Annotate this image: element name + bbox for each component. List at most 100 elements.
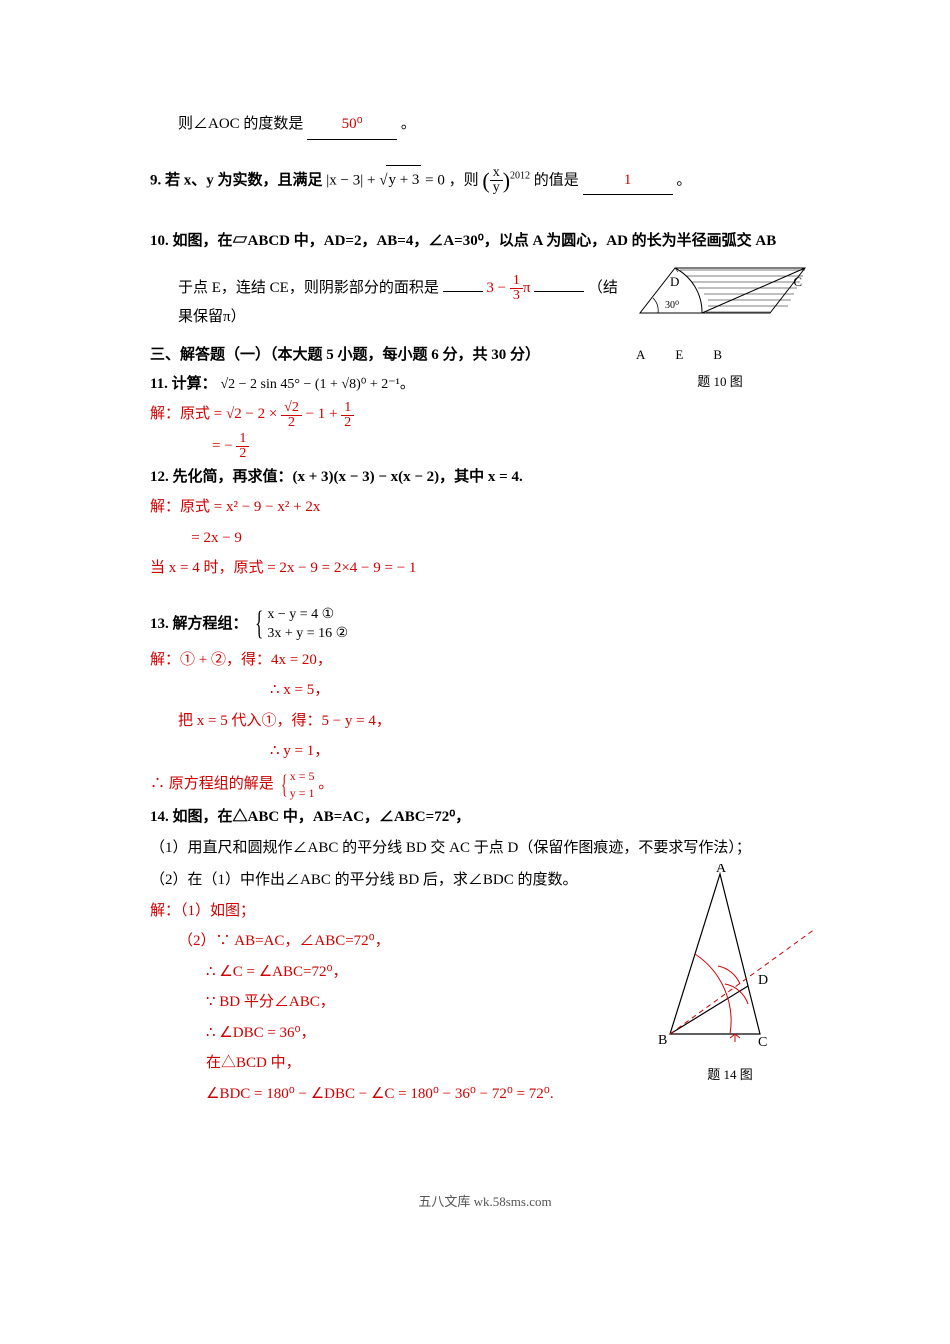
q13: 13. 解方程组： { x − y = 4 ① 3x + y = 16 ② [150,605,820,644]
q8-tail: 则∠AOC 的度数是 50⁰ 。 [150,110,820,140]
q9-tail: 的值是 [534,172,579,188]
fig10-caption: 题 10 图 [620,370,820,395]
footer: 五八文库 wk.58sms.com [150,1190,820,1215]
q12-s1: 解：原式 = x² − 9 − x² + 2x [150,493,820,522]
fig10-B: B [713,343,722,368]
q9-xy-frac: x y [490,166,503,195]
sec3-title: 三、解答题（一）（本大题 5 小题，每小题 6 分，共 30 分） [150,341,620,370]
q11-f1n: √2 [281,401,302,416]
q11-f3n: 1 [236,432,249,447]
q9-abs: |x − 3| + √ [326,172,387,188]
q11-f1d: 2 [281,416,302,430]
q10-ans: 3 − 1 3 π [486,280,534,296]
q11-sol-l2: = − 1 2 [150,432,820,461]
q14-s5: 在△BCD 中， [150,1049,610,1078]
q14-s6: ∠BDC = 180⁰ − ∠DBC − ∠C = 180⁰ − 36⁰ − 7… [150,1080,610,1109]
q11-f3d: 2 [236,447,249,461]
q12-s3: 当 x = 4 时，原式 = 2x − 9 = 2×4 − 9 = − 1 [150,554,820,583]
q11-period: 。 [400,376,415,392]
q11-frac2: 1 2 [341,401,354,430]
q11-sol: 解：原式 = √2 − 2 × √2 2 − 1 + 1 2 [150,400,820,429]
brace-icon: { [255,609,263,640]
q11-expr: √2 − 2 sin 45° − (1 + √8)⁰ + 2⁻¹ [220,377,399,392]
fig14-D: D [758,973,768,988]
q13-s4: ∴ y = 1， [150,737,820,766]
q9-frac-den: y [490,181,503,195]
q14-s3: ∵ BD 平分∠ABC， [150,988,610,1017]
q13-s5-2: y = 1 [290,785,315,802]
q9-eq0: = 0 [421,172,444,188]
fig10-C: C [793,270,802,295]
q14-p2: （2）在（1）中作出∠ABC 的平分线 BD 后，求∠BDC 的度数。 [150,866,610,895]
q9-frac-num: x [490,166,503,181]
q14-s2: ∴ ∠C = ∠ABC=72⁰， [150,958,610,987]
q10-l2a: 于点 E，连结 CE，则阴影部分的面积是 [178,280,439,296]
q8-period: 。 [401,116,416,132]
q10-ans-frac: 1 3 [510,274,523,303]
q13-s2: ∴ x = 5， [150,676,820,705]
q14-s1: （2）∵ AB=AC，∠ABC=72⁰， [150,927,610,956]
q9-rad: y + 3 [386,165,421,195]
q10-l1: 10. 如图，在▱ABCD 中，AD=2，AB=4，∠A=30⁰，以点 A 为圆… [150,233,776,249]
figure-14: A B C D 题 14 图 [640,864,820,1087]
q13-sys1: x − y = 4 ① [267,605,348,625]
q13-s5: ∴ 原方程组的解是 { x = 5 y = 1 。 [150,768,820,802]
q13-system: x − y = 4 ① 3x + y = 16 ② [267,605,348,644]
figure-10: 30⁰ D C A E B 题 10 图 [620,258,820,395]
q11-frac1: √2 2 [281,401,302,430]
brace-icon-small: { [281,773,287,796]
q11-f2n: 1 [341,401,354,416]
fig10-A: A [636,343,645,368]
q14-s4: ∴ ∠DBC = 36⁰， [150,1019,610,1048]
q13-s1: 解：① + ②，得：4x = 20， [150,646,820,675]
q14-p1: （1）用直尺和圆规作∠ABC 的平分线 BD 交 AC 于点 D（保留作图痕迹，… [150,834,820,863]
q11-frac3: 1 2 [236,432,249,461]
q12-head: 12. 先化简，再求值：(x + 3)(x − 3) − x(x − 2)，其中… [150,463,820,492]
q8-text: 则∠AOC 的度数是 [178,116,303,132]
fig14-caption: 题 14 图 [640,1063,820,1088]
q8-answer: 50⁰ [307,110,397,140]
fig14-B: B [658,1033,667,1048]
q9-prefix: 9. 若 x、y 为实数，且满足 [150,172,323,188]
q12-s2: = 2x − 9 [150,524,820,553]
q9-then: ，则 [449,172,479,188]
q11-f2d: 2 [341,416,354,430]
q9-period: 。 [676,172,691,188]
q9: 9. 若 x、y 为实数，且满足 |x − 3| + √y + 3 = 0 ，则… [150,160,820,202]
page: 则∠AOC 的度数是 50⁰ 。 9. 若 x、y 为实数，且满足 |x − 3… [0,0,950,1275]
q13-head: 13. 解方程组： [150,616,248,632]
q14-h: 14. 如图，在△ABC 中，AB=AC，∠ABC=72⁰， [150,809,470,825]
q13-s3: 把 x = 5 代入①，得：5 − y = 4， [150,707,820,736]
q10-text: 于点 E，连结 CE，则阴影部分的面积是 3 − 1 3 π （结果保留π） 三… [150,258,620,399]
q11-s2a: = − [212,438,236,454]
q10-ans-pre: 3 − [486,280,509,296]
q10-ans-den: 3 [510,289,523,303]
fig10-svg: 30⁰ [620,258,820,338]
q11-sol-head: 解：原式 [150,406,210,422]
q14-left: （2）在（1）中作出∠ABC 的平分线 BD 后，求∠BDC 的度数。 解：（1… [150,864,610,1110]
fig10-D: D [670,270,679,295]
q14-head: 14. 如图，在△ABC 中，AB=AC，∠ABC=72⁰， [150,803,820,832]
q13-s5-sys: x = 5 y = 1 [290,768,315,802]
q14-s0: 解：（1）如图； [150,897,610,926]
q11-s1a: = √2 − 2 × [214,406,281,422]
fig14-A: A [716,864,727,876]
fig14-svg: A B C D [640,864,820,1054]
q12-h: 12. 先化简，再求值：(x + 3)(x − 3) − x(x − 2)，其中… [150,469,523,485]
q10-line1: 10. 如图，在▱ABCD 中，AD=2，AB=4，∠A=30⁰，以点 A 为圆… [150,227,820,256]
fig10-angle: 30⁰ [665,300,679,311]
q9-answer: 1 [583,166,673,196]
q10-ans-num: 1 [510,274,523,289]
q9-exp: 2012 [510,170,530,181]
fig10-E: E [675,343,683,368]
fig14-C: C [758,1035,767,1050]
q13-s5-period: 。 [318,776,333,792]
q11-s1b: − 1 + [302,406,341,422]
q11-head: 11. 计算： [150,376,217,392]
q10-ans-post: π [523,280,531,296]
q11: 11. 计算： √2 − 2 sin 45° − (1 + √8)⁰ + 2⁻¹… [150,370,620,399]
q13-s5-1: x = 5 [290,768,315,785]
q13-s5-pre: ∴ 原方程组的解是 [150,776,278,792]
q13-sys2: 3x + y = 16 ② [267,624,348,644]
q14-row: （2）在（1）中作出∠ABC 的平分线 BD 后，求∠BDC 的度数。 解：（1… [150,864,820,1110]
